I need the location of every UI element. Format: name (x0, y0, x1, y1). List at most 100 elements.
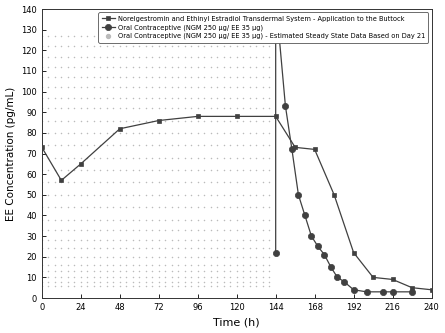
Point (129, 106, 136, 111)
Point (142, 106, 150, 111)
Point (253, 254, 260, 259)
Point (71, 118, 78, 123)
Point (162, 283, 169, 288)
Point (207, 283, 214, 288)
Point (149, 180, 156, 185)
Point (240, 118, 247, 123)
Point (168, 143, 175, 148)
Point (201, 106, 208, 111)
Point (58, 180, 65, 185)
Point (188, 155, 195, 160)
Point (136, 118, 143, 123)
Point (77, 155, 85, 160)
Point (188, 268, 195, 274)
Point (58, 44, 65, 49)
Point (194, 268, 201, 274)
Point (240, 192, 247, 197)
Point (142, 155, 150, 160)
Point (253, 130, 260, 136)
Point (175, 254, 182, 259)
Point (181, 54, 188, 59)
Point (188, 204, 195, 210)
Point (246, 85, 253, 90)
Point (136, 180, 143, 185)
Point (175, 217, 182, 222)
Point (194, 143, 201, 148)
Point (246, 217, 253, 222)
Point (220, 254, 227, 259)
Point (45, 44, 52, 49)
Point (162, 254, 169, 259)
Point (45, 227, 52, 232)
Point (38, 246, 45, 251)
Point (240, 167, 247, 173)
Point (77, 192, 85, 197)
Point (51, 106, 58, 111)
Point (129, 54, 136, 59)
Point (207, 155, 214, 160)
Point (194, 95, 201, 101)
Point (266, 262, 273, 268)
Point (136, 143, 143, 148)
Point (129, 180, 136, 185)
Point (175, 155, 182, 160)
Point (136, 268, 143, 274)
Point (129, 192, 136, 197)
Point (90, 85, 97, 90)
Point (188, 54, 195, 59)
Point (97, 227, 104, 232)
Point (77, 106, 85, 111)
Point (136, 44, 143, 49)
Point (233, 44, 240, 49)
Point (90, 64, 97, 70)
Point (149, 33, 156, 39)
Point (116, 143, 123, 148)
Point (64, 279, 71, 284)
Point (259, 54, 266, 59)
Norelgestromin and Ethinyl Estradiol Transdermal System - Application to the Buttock (370, 275, 376, 279)
Point (227, 143, 234, 148)
Point (129, 118, 136, 123)
Point (246, 237, 253, 243)
Point (259, 217, 266, 222)
Point (201, 143, 208, 148)
Point (233, 54, 240, 59)
Point (201, 279, 208, 284)
Point (168, 95, 175, 101)
Point (220, 118, 227, 123)
Point (246, 155, 253, 160)
Point (149, 275, 156, 280)
Point (64, 155, 71, 160)
Point (84, 283, 91, 288)
Point (214, 283, 221, 288)
Point (175, 143, 182, 148)
Point (38, 268, 45, 274)
Point (84, 85, 91, 90)
Point (45, 118, 52, 123)
Point (71, 44, 78, 49)
Point (149, 217, 156, 222)
Point (64, 118, 71, 123)
Point (110, 217, 117, 222)
Point (51, 44, 58, 49)
Line: Oral Contraceptive (NGM 250 μg/ EE 35 μg): Oral Contraceptive (NGM 250 μg/ EE 35 μg… (272, 31, 415, 295)
Point (123, 75, 130, 80)
Point (45, 143, 52, 148)
Point (227, 54, 234, 59)
Point (38, 192, 45, 197)
Point (136, 33, 143, 39)
Point (194, 167, 201, 173)
Point (64, 143, 71, 148)
Point (116, 279, 123, 284)
Point (149, 279, 156, 284)
Point (181, 64, 188, 70)
Point (214, 217, 221, 222)
Point (136, 227, 143, 232)
Point (168, 44, 175, 49)
Point (266, 130, 273, 136)
Point (123, 167, 130, 173)
Point (188, 95, 195, 101)
Point (58, 246, 65, 251)
Point (240, 237, 247, 243)
Point (233, 167, 240, 173)
